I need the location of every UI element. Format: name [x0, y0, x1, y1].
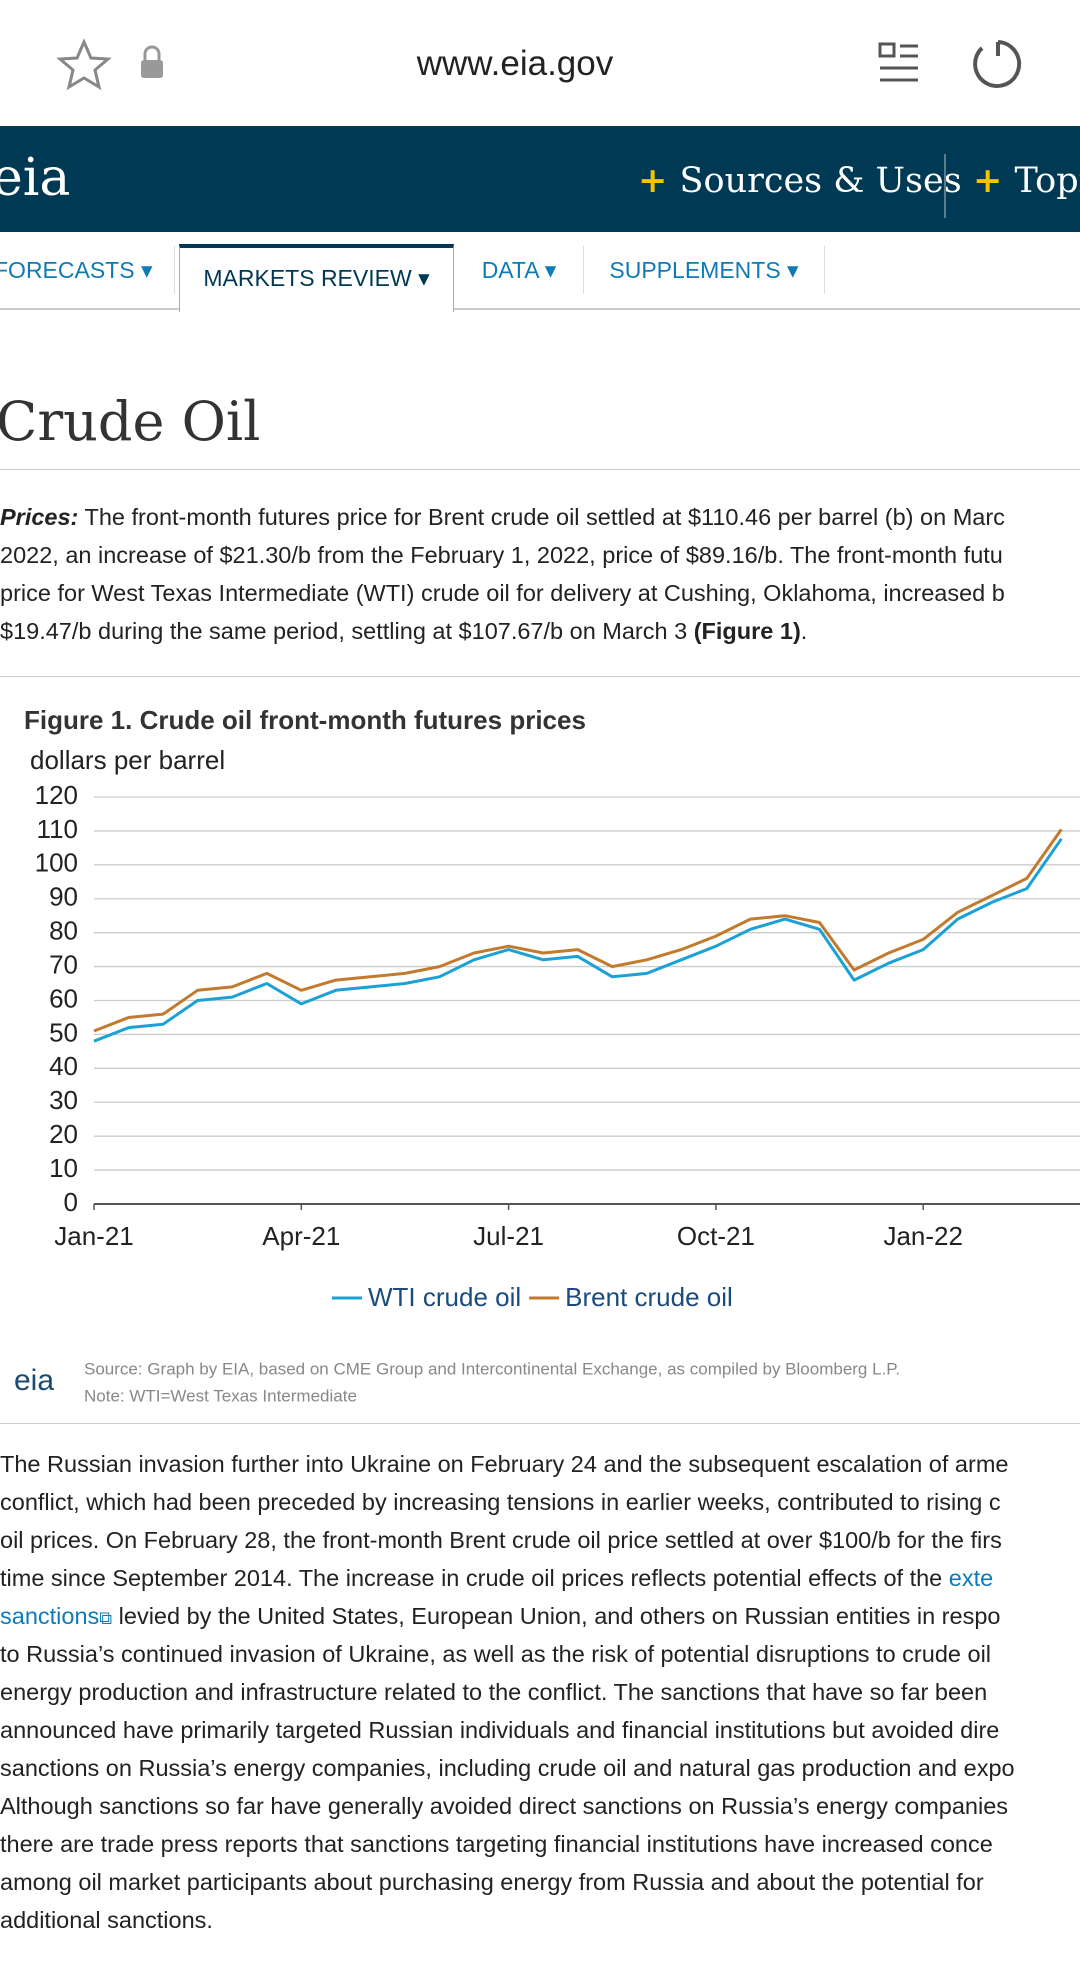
source: Source: Graph by EIA, based on CME Group…	[84, 1359, 900, 1378]
link[interactable]: sanctions	[0, 1603, 100, 1629]
nav-link-text: Topic	[1014, 161, 1080, 201]
reload-icon[interactable]	[973, 40, 1022, 88]
text-line: additional sanctions.	[0, 1907, 213, 1933]
y-tick-label: 60	[49, 983, 78, 1013]
y-tick-label: 40	[49, 1051, 78, 1081]
reader-icon[interactable]	[878, 42, 918, 82]
text-line: announced have primarily targeted Russia…	[0, 1717, 1000, 1743]
link[interactable]: exte	[948, 1565, 994, 1591]
x-tick-label: Jul-21	[473, 1221, 544, 1251]
browser-icons	[56, 38, 1022, 91]
nav-link[interactable]: + Topic	[973, 160, 1080, 201]
text: $19.47/b during the same period, settlin…	[0, 618, 694, 644]
star-icon[interactable]	[56, 38, 112, 91]
text: .	[800, 618, 808, 644]
text-line: $19.47/b during the same period, settlin…	[0, 612, 807, 650]
y-tick-label: 10	[49, 1153, 78, 1183]
lock-icon	[141, 60, 163, 78]
logo[interactable]: eia	[0, 148, 71, 208]
text-line: The Russian invasion further into Ukrain…	[0, 1451, 1009, 1477]
text-line: sanctions on Russia’s energy companies, …	[0, 1755, 1015, 1781]
chart-title: Figure 1. Crude oil front-month futures …	[24, 705, 586, 735]
text-line: conflict, which had been preceded by inc…	[0, 1489, 1001, 1515]
y-tick-label: 0	[64, 1187, 78, 1217]
text: The front-month futures price for Brent …	[78, 504, 1005, 530]
x-tick-label: Oct-21	[677, 1221, 755, 1251]
browser-bar: www.eia.gov	[0, 0, 1080, 126]
y-tick-label: 50	[49, 1017, 78, 1047]
note: Note: WTI=West Texas Intermediate	[84, 1386, 357, 1405]
y-tick-label: 70	[49, 949, 78, 979]
y-tick-label: 30	[49, 1085, 78, 1115]
series-line	[93, 837, 1063, 1043]
text-line: Prices: The front-month futures price fo…	[0, 498, 1005, 536]
site-header: eia + Sources & Uses + Topic	[0, 126, 1080, 232]
x-tick-label: Jan-21	[54, 1221, 134, 1251]
text-line: there are trade press reports that sanct…	[0, 1831, 993, 1857]
y-axis-label: dollars per barrel	[30, 745, 225, 775]
legend-label: Brent crude oil	[565, 1282, 733, 1312]
text-line: among oil market participants about purc…	[0, 1869, 984, 1895]
text-line: time since September 2014. The increase …	[0, 1559, 993, 1597]
tab[interactable]: FORECASTS ▾	[0, 246, 175, 294]
text-line: oil prices. On February 28, the front-mo…	[0, 1527, 1002, 1553]
legend-label: WTI crude oil	[368, 1282, 521, 1312]
text-line: Although sanctions so far have generally…	[0, 1793, 1009, 1819]
text-line: 2022, an increase of $21.30/b from the F…	[0, 542, 1003, 568]
tab-bar: FORECASTS ▾ MARKETS REVIEW ▾ DATA ▾ SUPP…	[0, 232, 1080, 312]
page-heading: Crude Oil	[0, 390, 261, 453]
y-tick-label: 120	[35, 780, 78, 810]
tab-active[interactable]: MARKETS REVIEW ▾	[179, 244, 454, 312]
chart: Figure 1. Crude oil front-month futures …	[14, 705, 1080, 1405]
y-tick-label: 110	[37, 814, 78, 844]
x-tick-label: Apr-21	[262, 1221, 340, 1251]
tab[interactable]: DATA ▾	[455, 246, 584, 294]
y-tick-label: 90	[49, 882, 78, 912]
nav-link[interactable]: + Sources & Uses	[638, 160, 962, 201]
text: time since September 2014. The increase …	[0, 1565, 949, 1591]
x-tick-label: Jan-22	[883, 1221, 963, 1251]
y-tick-label: 80	[49, 916, 78, 946]
y-tick-label: 100	[35, 848, 78, 878]
text-line: energy production and infrastructure rel…	[0, 1679, 988, 1705]
text-line: to Russia’s continued invasion of Ukrain…	[0, 1641, 992, 1667]
y-tick-label: 20	[49, 1119, 78, 1149]
text-line: price for West Texas Intermediate (WTI) …	[0, 580, 1005, 606]
nav-link-text: Sources & Uses	[679, 161, 962, 201]
text: levied by the United States, European Un…	[112, 1603, 1001, 1629]
figure-ref: (Figure 1)	[693, 618, 801, 644]
text-line: sanctions⧉ levied by the United States, …	[0, 1603, 1001, 1629]
source-logo: eia	[14, 1364, 54, 1397]
tab[interactable]: SUPPLEMENTS ▾	[584, 246, 825, 294]
url[interactable]: www.eia.gov	[416, 44, 614, 83]
series-line	[93, 828, 1063, 1033]
label: Prices:	[0, 504, 79, 530]
